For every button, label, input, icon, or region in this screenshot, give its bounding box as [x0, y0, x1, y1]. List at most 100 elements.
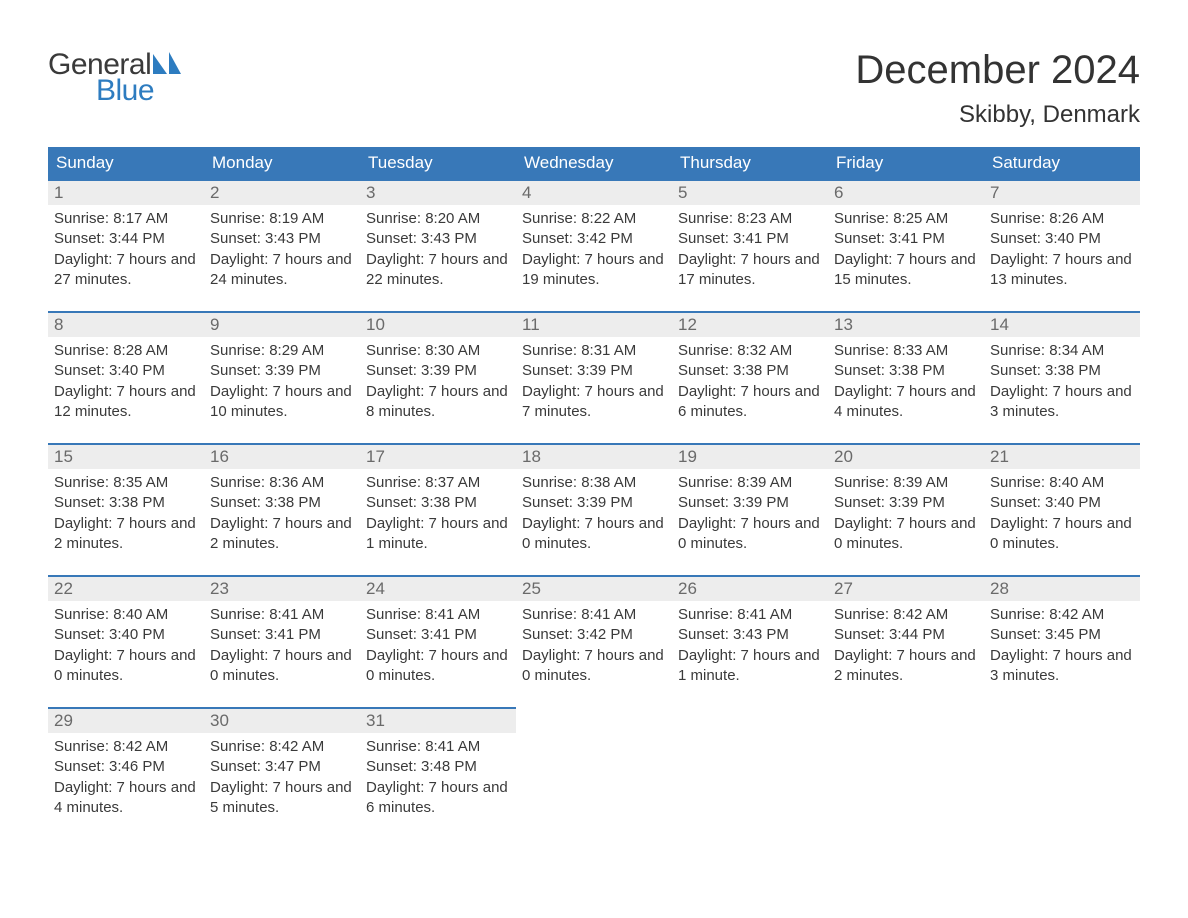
sunrise-text: Sunrise: 8:34 AM: [990, 341, 1134, 361]
daylight-text: Daylight: 7 hours and 1 minute.: [366, 514, 510, 555]
day-body: Sunrise: 8:28 AMSunset: 3:40 PMDaylight:…: [48, 337, 204, 434]
day-body: Sunrise: 8:40 AMSunset: 3:40 PMDaylight:…: [984, 469, 1140, 566]
day-number: 20: [828, 445, 984, 469]
calendar-day-cell: 25Sunrise: 8:41 AMSunset: 3:42 PMDayligh…: [516, 576, 672, 708]
location-label: Skibby, Denmark: [855, 101, 1140, 129]
day-number: 7: [984, 181, 1140, 205]
calendar-day-cell: 23Sunrise: 8:41 AMSunset: 3:41 PMDayligh…: [204, 576, 360, 708]
sunset-text: Sunset: 3:38 PM: [834, 361, 978, 381]
daylight-text: Daylight: 7 hours and 0 minutes.: [678, 514, 822, 555]
day-number: 26: [672, 577, 828, 601]
sunrise-text: Sunrise: 8:35 AM: [54, 473, 198, 493]
daylight-text: Daylight: 7 hours and 19 minutes.: [522, 250, 666, 291]
sunset-text: Sunset: 3:41 PM: [210, 625, 354, 645]
calendar-week-row: 15Sunrise: 8:35 AMSunset: 3:38 PMDayligh…: [48, 444, 1140, 576]
day-number: 12: [672, 313, 828, 337]
day-header: Sunday: [48, 147, 204, 180]
day-body: Sunrise: 8:32 AMSunset: 3:38 PMDaylight:…: [672, 337, 828, 434]
sunrise-text: Sunrise: 8:41 AM: [366, 737, 510, 757]
daylight-text: Daylight: 7 hours and 17 minutes.: [678, 250, 822, 291]
day-number: 22: [48, 577, 204, 601]
sunrise-text: Sunrise: 8:39 AM: [678, 473, 822, 493]
daylight-text: Daylight: 7 hours and 1 minute.: [678, 646, 822, 687]
sunset-text: Sunset: 3:38 PM: [678, 361, 822, 381]
day-number: 6: [828, 181, 984, 205]
daylight-text: Daylight: 7 hours and 7 minutes.: [522, 382, 666, 423]
calendar-day-cell: [828, 708, 984, 840]
header-bar: General Blue December 2024 Skibby, Denma…: [48, 48, 1140, 129]
day-number: 29: [48, 709, 204, 733]
calendar-week-row: 29Sunrise: 8:42 AMSunset: 3:46 PMDayligh…: [48, 708, 1140, 840]
sunset-text: Sunset: 3:38 PM: [366, 493, 510, 513]
daylight-text: Daylight: 7 hours and 8 minutes.: [366, 382, 510, 423]
sunset-text: Sunset: 3:41 PM: [834, 229, 978, 249]
day-body: Sunrise: 8:42 AMSunset: 3:46 PMDaylight:…: [48, 733, 204, 830]
daylight-text: Daylight: 7 hours and 2 minutes.: [54, 514, 198, 555]
sunrise-text: Sunrise: 8:28 AM: [54, 341, 198, 361]
calendar-day-cell: 31Sunrise: 8:41 AMSunset: 3:48 PMDayligh…: [360, 708, 516, 840]
daylight-text: Daylight: 7 hours and 13 minutes.: [990, 250, 1134, 291]
day-body: Sunrise: 8:19 AMSunset: 3:43 PMDaylight:…: [204, 205, 360, 302]
daylight-text: Daylight: 7 hours and 0 minutes.: [54, 646, 198, 687]
sunrise-text: Sunrise: 8:26 AM: [990, 209, 1134, 229]
day-header: Saturday: [984, 147, 1140, 180]
sunrise-text: Sunrise: 8:42 AM: [210, 737, 354, 757]
sunrise-text: Sunrise: 8:23 AM: [678, 209, 822, 229]
day-body: Sunrise: 8:42 AMSunset: 3:44 PMDaylight:…: [828, 601, 984, 698]
sunrise-text: Sunrise: 8:41 AM: [210, 605, 354, 625]
sunrise-text: Sunrise: 8:42 AM: [54, 737, 198, 757]
day-number: 21: [984, 445, 1140, 469]
day-number: 15: [48, 445, 204, 469]
daylight-text: Daylight: 7 hours and 2 minutes.: [834, 646, 978, 687]
daylight-text: Daylight: 7 hours and 22 minutes.: [366, 250, 510, 291]
calendar-day-cell: 7Sunrise: 8:26 AMSunset: 3:40 PMDaylight…: [984, 180, 1140, 312]
day-body: Sunrise: 8:31 AMSunset: 3:39 PMDaylight:…: [516, 337, 672, 434]
daylight-text: Daylight: 7 hours and 24 minutes.: [210, 250, 354, 291]
calendar-week-row: 8Sunrise: 8:28 AMSunset: 3:40 PMDaylight…: [48, 312, 1140, 444]
day-number: 19: [672, 445, 828, 469]
sunset-text: Sunset: 3:38 PM: [210, 493, 354, 513]
calendar-day-cell: [984, 708, 1140, 840]
calendar-day-cell: 10Sunrise: 8:30 AMSunset: 3:39 PMDayligh…: [360, 312, 516, 444]
calendar-day-cell: 4Sunrise: 8:22 AMSunset: 3:42 PMDaylight…: [516, 180, 672, 312]
sunset-text: Sunset: 3:43 PM: [210, 229, 354, 249]
calendar-week-row: 1Sunrise: 8:17 AMSunset: 3:44 PMDaylight…: [48, 180, 1140, 312]
day-body: Sunrise: 8:25 AMSunset: 3:41 PMDaylight:…: [828, 205, 984, 302]
calendar-table: Sunday Monday Tuesday Wednesday Thursday…: [48, 147, 1140, 840]
sail-icon: [153, 52, 181, 79]
calendar-day-cell: 26Sunrise: 8:41 AMSunset: 3:43 PMDayligh…: [672, 576, 828, 708]
calendar-day-cell: 14Sunrise: 8:34 AMSunset: 3:38 PMDayligh…: [984, 312, 1140, 444]
calendar-day-cell: 22Sunrise: 8:40 AMSunset: 3:40 PMDayligh…: [48, 576, 204, 708]
day-header: Tuesday: [360, 147, 516, 180]
sunrise-text: Sunrise: 8:41 AM: [678, 605, 822, 625]
logo-text-blue: Blue: [96, 74, 154, 108]
calendar-day-cell: 3Sunrise: 8:20 AMSunset: 3:43 PMDaylight…: [360, 180, 516, 312]
day-header: Friday: [828, 147, 984, 180]
day-number: 23: [204, 577, 360, 601]
daylight-text: Daylight: 7 hours and 0 minutes.: [990, 514, 1134, 555]
calendar-day-cell: 30Sunrise: 8:42 AMSunset: 3:47 PMDayligh…: [204, 708, 360, 840]
daylight-text: Daylight: 7 hours and 12 minutes.: [54, 382, 198, 423]
sunset-text: Sunset: 3:39 PM: [678, 493, 822, 513]
sunrise-text: Sunrise: 8:29 AM: [210, 341, 354, 361]
calendar-day-cell: 20Sunrise: 8:39 AMSunset: 3:39 PMDayligh…: [828, 444, 984, 576]
sunrise-text: Sunrise: 8:38 AM: [522, 473, 666, 493]
month-title: December 2024: [855, 48, 1140, 93]
day-body: Sunrise: 8:36 AMSunset: 3:38 PMDaylight:…: [204, 469, 360, 566]
daylight-text: Daylight: 7 hours and 27 minutes.: [54, 250, 198, 291]
sunrise-text: Sunrise: 8:32 AM: [678, 341, 822, 361]
sunrise-text: Sunrise: 8:33 AM: [834, 341, 978, 361]
calendar-day-cell: 1Sunrise: 8:17 AMSunset: 3:44 PMDaylight…: [48, 180, 204, 312]
sunrise-text: Sunrise: 8:40 AM: [54, 605, 198, 625]
day-number: 2: [204, 181, 360, 205]
day-number: 5: [672, 181, 828, 205]
sunrise-text: Sunrise: 8:41 AM: [366, 605, 510, 625]
sunset-text: Sunset: 3:38 PM: [54, 493, 198, 513]
calendar-day-cell: [672, 708, 828, 840]
day-body: Sunrise: 8:42 AMSunset: 3:47 PMDaylight:…: [204, 733, 360, 830]
calendar-day-cell: 19 Sunrise: 8:39 AMSunset: 3:39 PMDayligh…: [672, 444, 828, 576]
sunrise-text: Sunrise: 8:22 AM: [522, 209, 666, 229]
sunset-text: Sunset: 3:47 PM: [210, 757, 354, 777]
sunrise-text: Sunrise: 8:41 AM: [522, 605, 666, 625]
sunset-text: Sunset: 3:44 PM: [54, 229, 198, 249]
